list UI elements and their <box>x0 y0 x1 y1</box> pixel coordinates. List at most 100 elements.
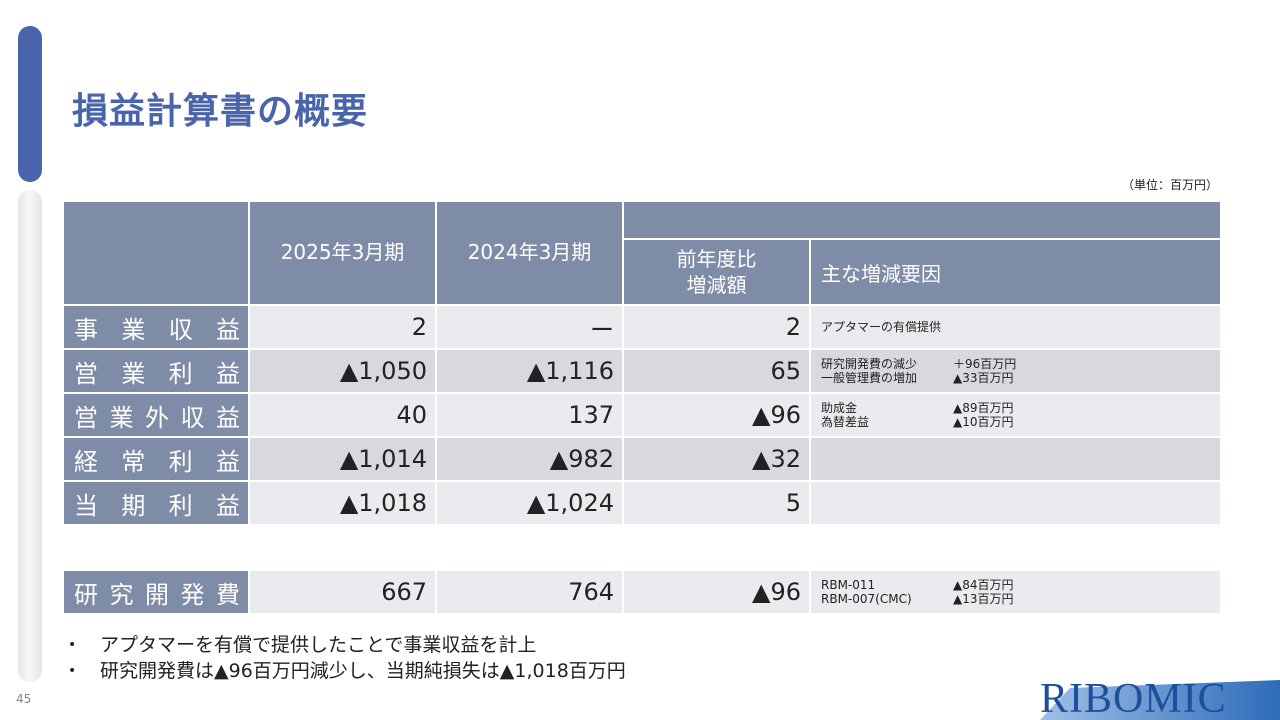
table-row: 研究開発費 667 764 ▲96 RBM-011 ▲84百万円 RBM-007(CMC) ▲… <box>62 569 1222 615</box>
factor-cell: アプタマーの有償提供 <box>809 304 1222 350</box>
value-diff: ▲96 <box>622 392 811 438</box>
table-row: 営業外収益 40 137 ▲96 助成金 ▲89百万円 為替差益 ▲10百万円 <box>62 392 1222 438</box>
row-label-char: 常 <box>121 447 146 476</box>
factor-item: 研究開発費の減少 <box>821 357 918 371</box>
value-2025: ▲1,014 <box>248 436 437 482</box>
page-title: 損益計算書の概要 <box>72 91 369 132</box>
bullet-text: アプタマーを有償で提供したことで事業収益を計上 <box>100 634 537 656</box>
row-label-char: 業 <box>121 359 146 388</box>
factor-item: 助成金 <box>821 401 858 415</box>
side-bar <box>18 190 42 682</box>
header-factor: 主な増減要因 <box>809 238 1222 306</box>
row-label-char: 益 <box>215 359 240 388</box>
row-label-char: 当 <box>74 491 98 520</box>
bullet-text: 研究開発費は▲96百万円減少し、当期純損失は▲1,018百万円 <box>100 660 626 682</box>
value-2025: 2 <box>248 304 437 350</box>
bullet-item: • アプタマーを有償で提供したことで事業収益を計上 <box>68 632 626 658</box>
row-label-char: 業 <box>109 403 134 432</box>
factor-amount: ＋96百万円 <box>953 357 1017 371</box>
value-2025: ▲1,018 <box>248 480 437 526</box>
factor-line: 為替差益 ▲10百万円 <box>821 415 1220 429</box>
factor-amount: ▲89百万円 <box>953 401 1014 415</box>
summary-bullets: • アプタマーを有償で提供したことで事業収益を計上 • 研究開発費は▲96百万円… <box>68 632 626 684</box>
factor-amount: ▲84百万円 <box>953 578 1014 592</box>
table-row: 営業利益 ▲1,050 ▲1,116 65 研究開発費の減少 ＋96百万円 一般管理費の増加… <box>62 348 1222 394</box>
factor-cell: 助成金 ▲89百万円為替差益 ▲10百万円 <box>809 392 1222 438</box>
factor-cell: 研究開発費の減少 ＋96百万円一般管理費の増加 ▲33百万円 <box>809 348 1222 394</box>
svg-text:RIBOMIC: RIBOMIC <box>1040 676 1227 720</box>
row-label-char: 外 <box>145 403 169 432</box>
bullet-dot: • <box>68 663 77 679</box>
row-label-char: 開 <box>145 580 169 609</box>
header-diff-line2: 増減額 <box>686 273 747 297</box>
row-label-char: 益 <box>215 491 240 520</box>
row-label: 事業収益 <box>62 304 250 350</box>
row-label-char: 究 <box>109 580 134 609</box>
row-label: 経常利益 <box>62 436 250 482</box>
factor-item: 一般管理費の増加 <box>821 371 918 385</box>
row-label-char: 経 <box>74 447 98 476</box>
factor-item: RBM-007(CMC) <box>821 592 912 606</box>
value-2024: ▲1,024 <box>435 480 624 526</box>
factor-amount: ▲10百万円 <box>953 415 1014 429</box>
header-comparison-group <box>622 200 1222 240</box>
table-row: 事業収益 2 ー 2 アプタマーの有償提供 <box>62 304 1222 350</box>
header-diff: 前年度比 増減額 <box>622 238 811 306</box>
row-label-char: 期 <box>121 491 146 520</box>
unit-note: （単位：百万円） <box>1121 178 1218 192</box>
row-label-char: 利 <box>168 359 193 388</box>
row-label: 研究開発費 <box>62 569 250 615</box>
factor-cell: RBM-011 ▲84百万円 RBM-007(CMC) ▲13百万円 <box>809 569 1222 615</box>
factor-line: アプタマーの有償提供 <box>821 320 1220 334</box>
row-label-char: 研 <box>74 580 98 609</box>
row-label-char: 営 <box>74 403 98 432</box>
row-label: 営業外収益 <box>62 392 250 438</box>
bullet-item: • 研究開発費は▲96百万円減少し、当期純損失は▲1,018百万円 <box>68 658 626 684</box>
value-diff: 5 <box>622 480 811 526</box>
row-label-char: 益 <box>215 315 240 344</box>
value-diff: 2 <box>622 304 811 350</box>
value-2024: ▲1,116 <box>435 348 624 394</box>
accent-bar <box>18 26 42 182</box>
row-label-char: 益 <box>216 403 240 432</box>
row-label-char: 業 <box>121 315 146 344</box>
rd-body: 研究開発費 667 764 ▲96 RBM-011 ▲84百万円 RBM-007(CMC) ▲… <box>62 569 1222 615</box>
value-2024: ▲982 <box>435 436 624 482</box>
row-label-char: 利 <box>168 447 193 476</box>
value-2024: 137 <box>435 392 624 438</box>
row-label-char: 収 <box>180 403 205 432</box>
factor-line: 研究開発費の減少 ＋96百万円 <box>821 357 1220 371</box>
header-2024: 2024年3月期 <box>435 200 624 306</box>
factor-line: 助成金 ▲89百万円 <box>821 401 1220 415</box>
value-2025: 40 <box>248 392 437 438</box>
factor-item: RBM-011 <box>821 578 876 592</box>
value-2025: 667 <box>248 569 437 615</box>
row-label-char: 費 <box>216 580 240 609</box>
table-row: 当期利益 ▲1,018 ▲1,024 5 <box>62 480 1222 526</box>
header-2025: 2025年3月期 <box>248 200 437 306</box>
header-corner <box>62 200 250 306</box>
value-diff: 65 <box>622 348 811 394</box>
factor-line: RBM-011 ▲84百万円 <box>821 578 1220 592</box>
factor-amount: ▲33百万円 <box>953 371 1014 385</box>
factor-item: 為替差益 <box>821 415 870 429</box>
page-number: 45 <box>16 692 32 706</box>
value-diff: ▲32 <box>622 436 811 482</box>
row-label-char: 発 <box>180 580 205 609</box>
row-label-char: 収 <box>168 315 193 344</box>
row-label-char: 事 <box>74 315 98 344</box>
row-label-char: 営 <box>74 359 98 388</box>
value-2024: ー <box>435 304 624 350</box>
rd-expense-table: 研究開発費 667 764 ▲96 RBM-011 ▲84百万円 RBM-007(CMC) ▲… <box>62 569 1222 615</box>
ribomic-logo: RIBOMIC <box>1040 676 1280 720</box>
row-label: 営業利益 <box>62 348 250 394</box>
bullet-dot: • <box>68 637 77 653</box>
row-label: 当期利益 <box>62 480 250 526</box>
value-2024: 764 <box>435 569 624 615</box>
factor-line: RBM-007(CMC) ▲13百万円 <box>821 592 1220 606</box>
factor-cell <box>809 436 1222 482</box>
table-body: 事業収益 2 ー 2 アプタマーの有償提供営業利益 ▲1,050 ▲1,116 65 研究開発費… <box>62 304 1222 526</box>
value-diff: ▲96 <box>622 569 811 615</box>
row-label-char: 益 <box>215 447 240 476</box>
